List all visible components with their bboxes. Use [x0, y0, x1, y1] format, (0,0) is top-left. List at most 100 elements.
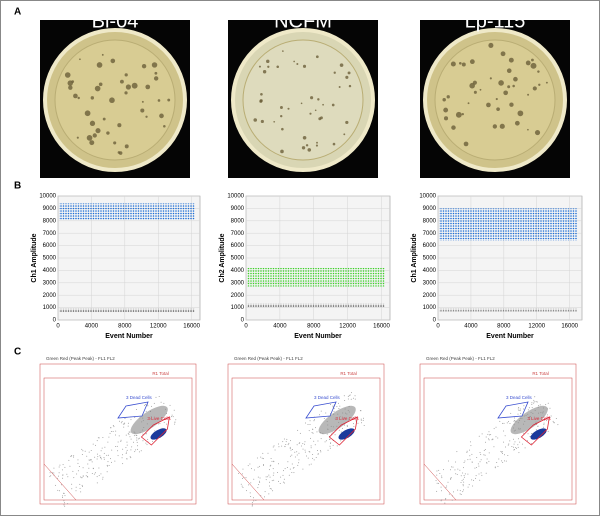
event-dot: [85, 475, 87, 477]
event-dot: [80, 491, 82, 493]
event-dot: [456, 474, 458, 476]
x-tick-label: 4000: [85, 324, 99, 330]
event-dot: [285, 443, 287, 445]
event-dot: [317, 450, 319, 452]
event-dot: [249, 492, 251, 494]
y-axis-label: Ch2 Amplitude: [219, 233, 226, 282]
event-dot: [517, 413, 519, 415]
event-dot: [488, 434, 490, 436]
event-dot: [242, 468, 244, 470]
flow-title: Green Red (Peak Peak) - FL1 FL2: [234, 356, 303, 361]
event-dot: [296, 451, 298, 453]
event-dot: [494, 466, 496, 468]
event-dot: [80, 476, 82, 478]
event-dot: [251, 505, 253, 507]
colony: [332, 142, 336, 146]
colony: [446, 95, 450, 99]
event-dot: [130, 457, 132, 459]
event-dot: [478, 473, 480, 475]
colony: [86, 135, 93, 141]
event-dot: [491, 439, 493, 441]
total-label: R1 Total: [532, 371, 548, 376]
event-dot: [522, 443, 524, 445]
event-dot: [66, 473, 68, 475]
x-tick-label: 4000: [273, 324, 287, 330]
event-dot: [279, 482, 281, 484]
event-dot: [550, 415, 552, 417]
event-dot: [305, 455, 307, 457]
event-dot: [480, 453, 482, 455]
colony: [339, 63, 344, 67]
event-dot: [338, 429, 340, 431]
event-dot: [79, 487, 81, 489]
event-dot: [495, 426, 497, 428]
event-dot: [82, 475, 84, 477]
event-dot: [296, 444, 298, 446]
flow-title: Green Red (Peak Peak) - FL1 FL2: [46, 356, 115, 361]
colony: [113, 141, 117, 145]
event-dot: [462, 485, 464, 487]
event-dot: [543, 424, 545, 426]
colony: [489, 77, 492, 80]
event-dot: [469, 458, 471, 460]
event-dot: [152, 440, 154, 442]
plate-label: NCFM: [274, 10, 332, 32]
event-dot: [354, 398, 356, 400]
event-dot: [136, 441, 138, 443]
event-dot: [255, 499, 257, 501]
event-dot: [503, 422, 505, 424]
colony: [512, 84, 515, 88]
event-dot: [351, 417, 353, 419]
dead-gate: [305, 401, 337, 419]
dead-label: 3 Dead Cells: [126, 395, 153, 400]
event-dot: [251, 504, 253, 506]
event-dot: [121, 421, 123, 423]
event-dot: [245, 477, 247, 479]
event-dot: [98, 474, 100, 476]
colony: [145, 115, 148, 118]
event-dot: [527, 433, 529, 435]
x-tick-label: 0: [244, 324, 248, 330]
event-dot: [124, 422, 126, 424]
event-dot: [107, 461, 109, 463]
event-dot: [463, 476, 465, 478]
event-dot: [436, 470, 438, 472]
event-dot: [292, 467, 294, 469]
event-dot: [136, 439, 138, 441]
event-dot: [147, 405, 149, 407]
event-dot: [462, 467, 464, 469]
event-dot: [451, 499, 453, 501]
event-dot: [59, 490, 61, 492]
event-dot: [89, 459, 91, 461]
y-tick-label: 2000: [423, 293, 437, 299]
event-dot: [476, 457, 478, 459]
event-dot: [514, 441, 516, 443]
colony: [527, 93, 530, 96]
y-tick-label: 5000: [423, 256, 437, 262]
y-tick-label: 7000: [43, 231, 57, 237]
event-dot: [471, 461, 473, 463]
event-dot: [124, 418, 126, 420]
colony: [76, 136, 79, 139]
event-dot: [317, 440, 319, 442]
event-dot: [154, 430, 156, 432]
event-dot: [108, 464, 110, 466]
x-tick-label: 4000: [464, 324, 478, 330]
event-dot: [294, 456, 296, 458]
event-dot: [170, 416, 172, 418]
event-dot: [493, 446, 495, 448]
event-dot: [516, 447, 518, 449]
event-dot: [452, 466, 454, 468]
event-dot: [289, 446, 291, 448]
event-dot: [313, 419, 315, 421]
event-dot: [298, 452, 300, 454]
event-dot: [109, 458, 111, 460]
event-dot: [484, 454, 486, 456]
colony: [279, 106, 283, 109]
debris-gate: [423, 463, 457, 501]
event-dot: [136, 437, 138, 439]
event-dot: [250, 495, 252, 497]
colony: [259, 99, 263, 103]
colony: [517, 110, 524, 117]
y-tick-label: 2000: [43, 293, 57, 299]
